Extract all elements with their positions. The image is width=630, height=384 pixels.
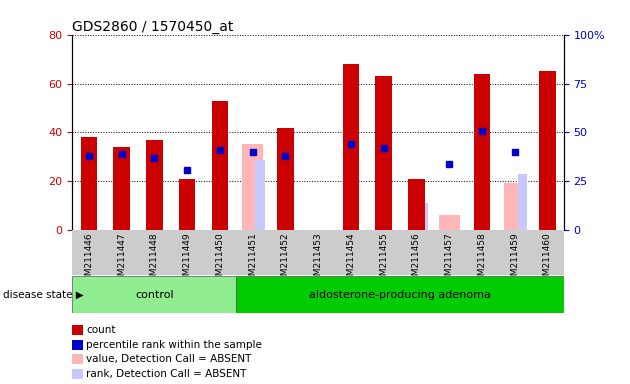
Text: disease state ▶: disease state ▶ (3, 290, 84, 300)
Bar (375, 76, 392, 230)
Text: GSM211456: GSM211456 (412, 233, 421, 287)
Bar (343, 64, 359, 230)
Bar (474, 74, 490, 230)
Bar (539, 71, 556, 230)
Bar (146, 140, 163, 230)
Text: GSM211452: GSM211452 (281, 233, 290, 287)
Text: GSM211450: GSM211450 (215, 233, 224, 287)
Bar (113, 147, 130, 230)
Text: GSM211458: GSM211458 (478, 233, 486, 287)
Text: rank, Detection Call = ABSENT: rank, Detection Call = ABSENT (86, 369, 247, 379)
Bar (408, 179, 425, 230)
Text: GSM211449: GSM211449 (183, 233, 192, 287)
Bar (81, 137, 97, 230)
Text: percentile rank within the sample: percentile rank within the sample (86, 340, 262, 350)
Text: GDS2860 / 1570450_at: GDS2860 / 1570450_at (72, 20, 234, 33)
Bar (504, 184, 525, 230)
Text: GSM211460: GSM211460 (543, 233, 552, 287)
Bar (256, 160, 265, 230)
Text: GSM211459: GSM211459 (510, 233, 519, 287)
Text: GSM211455: GSM211455 (379, 233, 388, 287)
Text: GSM211447: GSM211447 (117, 233, 126, 287)
Bar (438, 215, 460, 230)
Bar (212, 101, 228, 230)
Text: GSM211453: GSM211453 (314, 233, 323, 287)
Text: GSM211451: GSM211451 (248, 233, 257, 287)
Bar (242, 144, 263, 230)
Bar (518, 174, 527, 230)
Text: GSM211446: GSM211446 (84, 233, 93, 287)
Text: GSM211448: GSM211448 (150, 233, 159, 287)
Bar (277, 127, 294, 230)
Text: aldosterone-producing adenoma: aldosterone-producing adenoma (309, 290, 491, 300)
Text: control: control (135, 290, 174, 300)
Bar (236, 276, 564, 313)
Bar (420, 203, 428, 230)
Text: GSM211454: GSM211454 (346, 233, 355, 287)
Text: GSM211457: GSM211457 (445, 233, 454, 287)
Text: count: count (86, 325, 116, 335)
Bar (179, 179, 195, 230)
Text: value, Detection Call = ABSENT: value, Detection Call = ABSENT (86, 354, 252, 364)
Bar (72, 276, 236, 313)
